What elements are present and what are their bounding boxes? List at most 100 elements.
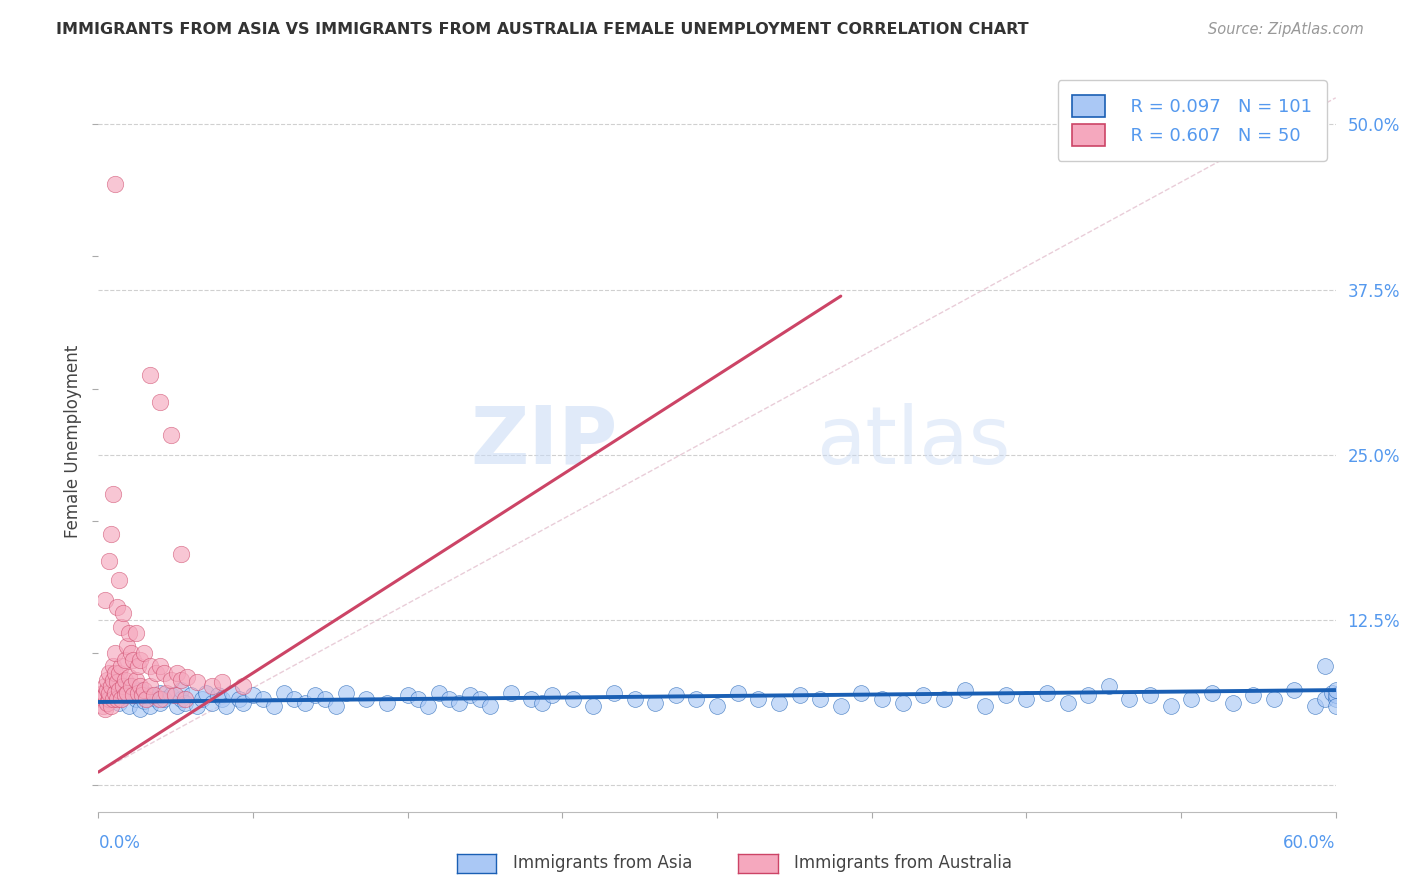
Point [468, 692, 491, 706]
Point [101, 659, 124, 673]
Point [194, 686, 217, 700]
Point [96, 673, 118, 687]
Point [118, 626, 141, 640]
Point [1036, 686, 1059, 700]
Point [1056, 696, 1078, 710]
Point [499, 686, 522, 700]
Point [105, 599, 128, 614]
Point [97, 686, 120, 700]
Point [221, 686, 243, 700]
Point [159, 428, 181, 442]
Point [1098, 679, 1121, 693]
Point [808, 692, 831, 706]
Point [1201, 686, 1223, 700]
Point [789, 689, 811, 703]
Point [314, 692, 336, 706]
Point [396, 689, 419, 703]
Point [449, 696, 471, 710]
Text: Immigrants from Asia: Immigrants from Asia [513, 855, 693, 872]
Point [1284, 683, 1306, 698]
Point [1324, 689, 1347, 703]
Point [104, 665, 127, 680]
Point [112, 607, 135, 621]
Point [427, 686, 450, 700]
Point [418, 698, 440, 713]
Point [932, 692, 955, 706]
Point [1222, 696, 1244, 710]
Point [124, 626, 146, 640]
Text: IMMIGRANTS FROM ASIA VS IMMIGRANTS FROM AUSTRALIA FEMALE UNEMPLOYMENT CORRELATIO: IMMIGRANTS FROM ASIA VS IMMIGRANTS FROM … [56, 22, 1029, 37]
Text: Source: ZipAtlas.com: Source: ZipAtlas.com [1208, 22, 1364, 37]
Point [170, 547, 193, 561]
Point [1241, 689, 1264, 703]
Point [1160, 698, 1182, 713]
Point [118, 679, 141, 693]
Point [375, 696, 398, 710]
Point [211, 675, 233, 690]
Point [122, 689, 145, 703]
Point [143, 689, 166, 703]
Point [1315, 659, 1337, 673]
Point [273, 686, 295, 700]
Point [97, 692, 120, 706]
Point [180, 689, 202, 703]
Point [211, 692, 233, 706]
Text: ZIP: ZIP [471, 402, 619, 481]
Point [458, 689, 481, 703]
Point [128, 701, 150, 715]
Point [100, 698, 122, 713]
Point [479, 698, 502, 713]
Point [174, 696, 197, 710]
Point [406, 692, 429, 706]
Point [1315, 692, 1337, 706]
Point [685, 692, 707, 706]
Point [132, 694, 155, 708]
Point [93, 593, 115, 607]
Point [118, 698, 141, 713]
Point [128, 683, 150, 698]
Point [207, 689, 229, 703]
Point [232, 696, 254, 710]
Point [170, 673, 193, 687]
Point [356, 692, 378, 706]
Point [96, 683, 118, 698]
Point [665, 689, 688, 703]
Point [155, 686, 177, 700]
Point [153, 692, 176, 706]
Point [108, 696, 131, 710]
Point [120, 646, 142, 660]
Point [870, 692, 893, 706]
Point [127, 686, 149, 700]
Point [727, 686, 749, 700]
Point [124, 673, 146, 687]
Point [93, 689, 115, 703]
Point [623, 692, 645, 706]
Point [139, 368, 162, 383]
Point [101, 692, 124, 706]
Text: atlas: atlas [815, 402, 1011, 481]
Point [201, 679, 224, 693]
Point [100, 679, 122, 693]
Point [582, 698, 605, 713]
Point [541, 689, 564, 703]
Point [1180, 692, 1202, 706]
Point [149, 395, 172, 409]
Point [149, 686, 172, 700]
Point [530, 696, 553, 710]
Point [166, 698, 188, 713]
Text: Immigrants from Australia: Immigrants from Australia [794, 855, 1012, 872]
Point [215, 698, 238, 713]
Point [1139, 689, 1161, 703]
Point [176, 670, 198, 684]
Point [520, 692, 543, 706]
Point [163, 689, 186, 703]
Point [101, 673, 124, 687]
Point [186, 675, 208, 690]
Point [122, 653, 145, 667]
Point [170, 683, 193, 698]
Point [124, 692, 146, 706]
Point [851, 686, 873, 700]
Point [437, 692, 460, 706]
Point [117, 686, 139, 700]
Point [304, 689, 326, 703]
